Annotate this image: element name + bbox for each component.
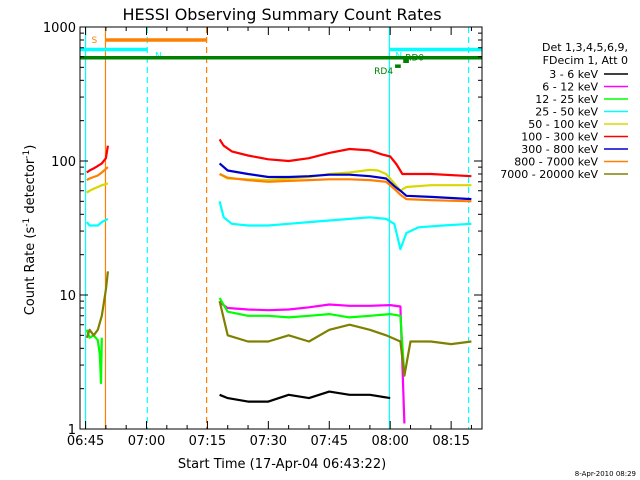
x-tick-label-3: 07:30 — [250, 434, 287, 449]
legend-label-5: 100 - 300 keV — [521, 131, 598, 144]
series-2-segment-1 — [218, 297, 406, 376]
y-axis-label-mid: detector — [23, 158, 38, 218]
plot-area: SNNRD0RD4 — [80, 27, 482, 429]
series-5-segment-0 — [86, 145, 109, 174]
series-7-segment-1 — [219, 172, 472, 203]
legend-label-3: 25 - 50 keV — [535, 106, 598, 119]
series-7-segment-0 — [86, 166, 109, 182]
legend-label-1: 6 - 12 keV — [542, 81, 598, 94]
series-0-segment-0 — [219, 390, 391, 403]
series-6-segment-0 — [218, 162, 472, 201]
series-3-segment-0 — [85, 217, 109, 227]
y-tick-label-2: 100 — [51, 155, 76, 170]
series-1-segment-0 — [218, 301, 406, 424]
x-tick-label-4: 07:45 — [311, 434, 348, 449]
series-2-segment-0 — [85, 329, 103, 385]
chart-title: HESSI Observing Summary Count Rates — [122, 5, 441, 24]
legend-header-0: Det 1,3,4,5,6,9, — [542, 41, 628, 54]
y-axis-label-prefix: Count Rate (s — [23, 227, 38, 316]
x-axis-label: Start Time (17-Apr-04 06:43:22) — [178, 457, 386, 472]
y-axis-label: Count Rate (s-1 detector-1) — [22, 145, 38, 316]
y-axis-label-sup2: -1 — [22, 150, 32, 159]
x-tick-label-1: 07:00 — [128, 434, 165, 449]
x-tick-label-2: 07:15 — [189, 434, 226, 449]
legend-label-7: 800 - 7000 keV — [514, 156, 598, 169]
y-tick-label-1: 10 — [59, 289, 76, 304]
date-stamp: 8-Apr-2010 08:29 — [575, 470, 636, 478]
y-tick-label-3: 1000 — [43, 21, 76, 36]
x-tick-label-0: 06:45 — [67, 434, 104, 449]
y-axis-label-sup1: -1 — [22, 218, 32, 227]
series-8-segment-0 — [85, 271, 109, 339]
flag-label-0: S — [91, 36, 97, 46]
legend-label-4: 50 - 100 keV — [528, 118, 598, 131]
series-5-segment-1 — [218, 138, 472, 178]
legend-label-0: 3 - 6 keV — [549, 68, 598, 81]
y-tick-label-0: 1 — [68, 423, 76, 438]
legend-label-8: 7000 - 20000 keV — [500, 168, 598, 181]
y-axis-label-suffix: ) — [23, 145, 38, 150]
x-tick-label-5: 08:00 — [371, 434, 408, 449]
series-8-segment-1 — [218, 300, 472, 377]
flag-label-5: RD4 — [374, 67, 393, 77]
x-tick-label-6: 08:15 — [432, 434, 469, 449]
plot-frame — [79, 26, 483, 430]
series-3-segment-1 — [218, 201, 472, 251]
flag-label-4: RD0 — [405, 53, 424, 63]
series-4-segment-1 — [219, 168, 472, 192]
series-4-segment-0 — [86, 182, 109, 194]
legend-label-6: 300 - 800 keV — [521, 143, 598, 156]
legend: Det 1,3,4,5,6,9,FDecim 1, Att 03 - 6 keV… — [500, 41, 628, 181]
legend-label-2: 12 - 25 keV — [535, 93, 598, 106]
axes: 06:45 07:00 07:15 07:30 07:45 08:00 08:15 1 10 10… — [43, 21, 483, 449]
legend-header-1: FDecim 1, Att 0 — [543, 54, 628, 67]
